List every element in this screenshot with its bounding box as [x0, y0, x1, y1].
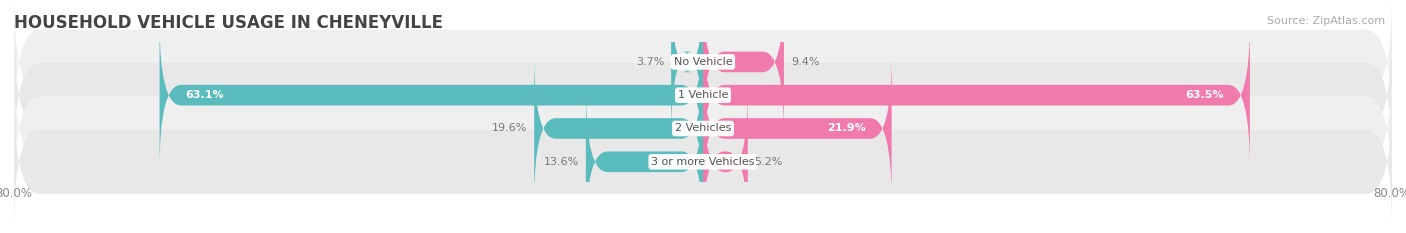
Text: 1 Vehicle: 1 Vehicle: [678, 90, 728, 100]
FancyBboxPatch shape: [703, 0, 785, 135]
FancyBboxPatch shape: [534, 56, 703, 201]
Text: HOUSEHOLD VEHICLE USAGE IN CHENEYVILLE: HOUSEHOLD VEHICLE USAGE IN CHENEYVILLE: [14, 14, 443, 32]
Text: 19.6%: 19.6%: [492, 123, 527, 134]
FancyBboxPatch shape: [160, 22, 703, 168]
Text: 63.5%: 63.5%: [1185, 90, 1225, 100]
FancyBboxPatch shape: [703, 22, 1250, 168]
FancyBboxPatch shape: [586, 89, 703, 233]
Text: 3 or more Vehicles: 3 or more Vehicles: [651, 157, 755, 167]
Text: 5.2%: 5.2%: [755, 157, 783, 167]
Text: 63.1%: 63.1%: [186, 90, 224, 100]
FancyBboxPatch shape: [703, 89, 748, 233]
Text: 9.4%: 9.4%: [790, 57, 820, 67]
FancyBboxPatch shape: [14, 0, 1392, 130]
FancyBboxPatch shape: [703, 56, 891, 201]
FancyBboxPatch shape: [671, 0, 703, 135]
Text: 13.6%: 13.6%: [544, 157, 579, 167]
Text: 3.7%: 3.7%: [636, 57, 664, 67]
Text: No Vehicle: No Vehicle: [673, 57, 733, 67]
FancyBboxPatch shape: [14, 61, 1392, 196]
Text: 2 Vehicles: 2 Vehicles: [675, 123, 731, 134]
Text: 21.9%: 21.9%: [827, 123, 866, 134]
Text: Source: ZipAtlas.com: Source: ZipAtlas.com: [1267, 16, 1385, 26]
FancyBboxPatch shape: [14, 28, 1392, 163]
FancyBboxPatch shape: [14, 94, 1392, 229]
